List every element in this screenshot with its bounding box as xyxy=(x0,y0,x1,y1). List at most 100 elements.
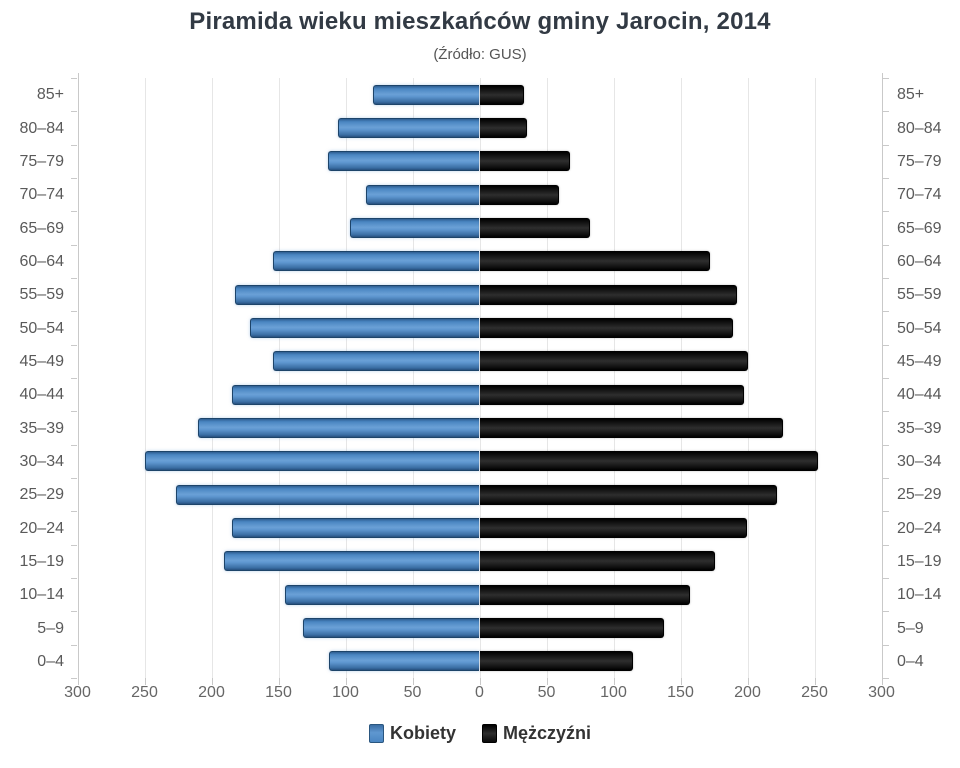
x-axis-tick xyxy=(747,678,749,685)
gridline xyxy=(546,78,548,678)
gridline xyxy=(345,78,347,678)
bar-mezczyzni-50-54[interactable] xyxy=(480,318,734,338)
bar-kobiety-45-49[interactable] xyxy=(272,351,479,372)
x-axis-tick xyxy=(412,678,414,685)
bar-kobiety-75-79[interactable] xyxy=(327,151,479,172)
bar-mezczyzni-40-44[interactable] xyxy=(480,384,744,405)
bar-kobiety-60-64[interactable] xyxy=(272,251,479,272)
bar-kobiety-15-19[interactable] xyxy=(224,551,479,572)
bar-mezczyzni-55-59[interactable] xyxy=(480,284,738,305)
bar-mezczyzni-35-39[interactable] xyxy=(480,418,783,438)
y-axis-tick-left xyxy=(71,344,77,346)
bar-kobiety-55-59[interactable] xyxy=(235,284,479,305)
age-label-right: 20–24 xyxy=(897,519,942,537)
age-label-right: 70–74 xyxy=(897,186,942,204)
y-axis-tick-right xyxy=(883,78,889,79)
bar-kobiety-70-74[interactable] xyxy=(366,184,479,205)
x-axis-tick xyxy=(77,678,79,685)
legend-label-mezczyzni: Mężczyźni xyxy=(502,723,592,743)
x-axis-tick xyxy=(479,678,481,685)
x-axis-tick xyxy=(211,678,213,685)
age-label-right: 50–54 xyxy=(897,319,942,337)
age-label-left: 85+ xyxy=(36,86,64,104)
y-axis-tick-left xyxy=(71,211,77,213)
age-label-left: 15–19 xyxy=(19,552,65,570)
bar-mezczyzni-25-29[interactable] xyxy=(480,484,778,505)
age-label-left: 75–79 xyxy=(19,152,65,170)
y-axis-tick-left xyxy=(71,611,77,613)
age-label-left: 40–44 xyxy=(19,386,65,404)
x-axis-tick-label: 250 xyxy=(131,684,158,701)
age-label-right: 60–64 xyxy=(897,252,942,270)
age-label-right: 55–59 xyxy=(897,286,942,304)
y-axis-tick-left xyxy=(71,544,77,546)
bar-kobiety-10-14[interactable] xyxy=(284,584,479,605)
kobiety-swatch-icon xyxy=(368,724,384,743)
bar-mezczyzni-20-24[interactable] xyxy=(480,518,747,538)
bar-mezczyzni-70-74[interactable] xyxy=(480,184,560,205)
age-label-right: 80–84 xyxy=(897,119,942,137)
bar-mezczyzni-45-49[interactable] xyxy=(480,351,748,372)
gridline xyxy=(814,78,816,678)
bar-kobiety-35-39[interactable] xyxy=(197,418,479,438)
age-label-left: 80–84 xyxy=(19,119,65,137)
bar-kobiety-50-54[interactable] xyxy=(249,318,479,338)
y-axis-tick-left xyxy=(71,144,77,146)
bar-mezczyzni-80-84[interactable] xyxy=(480,118,527,138)
bar-kobiety-5-9[interactable] xyxy=(303,618,479,638)
mezczyzni-swatch-icon xyxy=(481,724,497,743)
bar-kobiety-40-44[interactable] xyxy=(232,384,479,405)
x-axis-tick-label: 200 xyxy=(198,684,225,701)
legend-item-kobiety[interactable]: Kobiety xyxy=(368,723,456,744)
gridline xyxy=(144,78,146,678)
y-axis-tick-right xyxy=(883,611,889,613)
gridline xyxy=(479,78,481,678)
age-label-left: 55–59 xyxy=(19,286,65,304)
gridline xyxy=(211,78,213,678)
x-axis-tick-label: 150 xyxy=(265,684,292,701)
age-label-left: 5–9 xyxy=(37,619,64,637)
bar-mezczyzni-60-64[interactable] xyxy=(480,251,711,272)
bar-mezczyzni-30-34[interactable] xyxy=(480,451,818,472)
plot-area xyxy=(77,73,883,678)
bar-mezczyzni-15-19[interactable] xyxy=(480,551,715,572)
bar-mezczyzni-0-4[interactable] xyxy=(480,651,633,672)
age-label-left: 30–34 xyxy=(19,452,65,470)
age-label-right: 0–4 xyxy=(897,652,924,670)
bar-kobiety-30-34[interactable] xyxy=(145,451,479,472)
y-axis-tick-left xyxy=(71,511,77,513)
age-label-left: 50–54 xyxy=(19,319,65,337)
x-axis-tick xyxy=(278,678,280,685)
x-axis-tick-label: 0 xyxy=(475,684,484,701)
y-axis-line xyxy=(881,73,883,678)
x-axis-tick xyxy=(345,678,347,685)
bar-kobiety-0-4[interactable] xyxy=(328,651,479,672)
bar-kobiety-80-84[interactable] xyxy=(338,118,479,138)
bar-mezczyzni-10-14[interactable] xyxy=(480,584,691,605)
bar-mezczyzni-65-69[interactable] xyxy=(480,218,590,238)
age-label-left: 65–69 xyxy=(19,219,65,237)
y-axis-tick-left xyxy=(71,78,77,79)
x-axis-tick-label: 100 xyxy=(332,684,359,701)
x-axis-tick-label: 50 xyxy=(403,684,422,701)
y-axis-tick-left xyxy=(71,178,77,179)
bar-kobiety-25-29[interactable] xyxy=(176,484,479,505)
age-label-right: 10–14 xyxy=(897,586,942,604)
bar-mezczyzni-85+[interactable] xyxy=(480,84,525,105)
x-axis-tick-label: 50 xyxy=(537,684,556,701)
bar-mezczyzni-75-79[interactable] xyxy=(480,151,570,172)
bar-mezczyzni-5-9[interactable] xyxy=(480,618,664,638)
age-label-left: 0–4 xyxy=(37,652,64,670)
y-axis-tick-right xyxy=(883,578,889,579)
bar-kobiety-85+[interactable] xyxy=(373,84,479,105)
bar-kobiety-65-69[interactable] xyxy=(350,218,479,238)
y-axis-tick-right xyxy=(883,278,889,279)
y-axis-tick-right xyxy=(883,311,889,313)
legend-item-mezczyzni[interactable]: Mężczyźni xyxy=(481,723,592,744)
legend-label-kobiety: Kobiety xyxy=(389,723,456,743)
x-axis-tick-label: 300 xyxy=(64,684,91,701)
age-label-left: 20–24 xyxy=(19,519,65,537)
bar-kobiety-20-24[interactable] xyxy=(232,518,479,538)
y-axis-tick-right xyxy=(883,144,889,146)
